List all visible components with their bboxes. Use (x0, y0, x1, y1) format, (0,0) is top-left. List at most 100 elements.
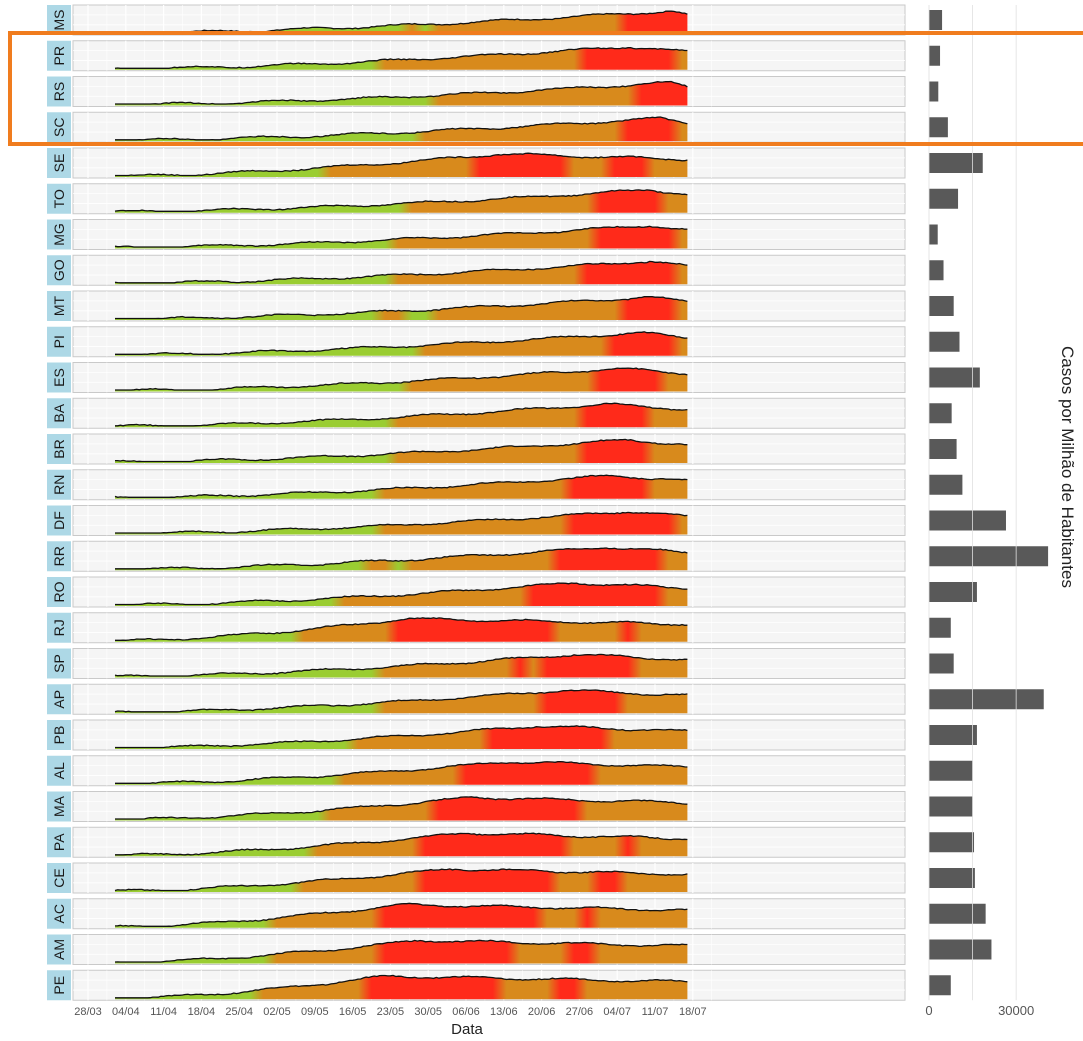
series-area-mt (115, 296, 688, 320)
bar-panel-ro (919, 577, 1051, 607)
bar-panel-rj (919, 612, 1051, 643)
x-tick-label: 02/05 (263, 1006, 291, 1018)
bar-panel-rs (919, 76, 1051, 107)
strip-bg (47, 434, 71, 464)
panel-al: AL (47, 755, 906, 787)
bar-panel-ce (919, 863, 1051, 893)
bar-panel-se (919, 148, 1051, 178)
bar-panel-go (919, 255, 1051, 286)
strip-bg (47, 148, 71, 178)
state-label: DF (51, 511, 67, 530)
panel-mg: MG (47, 219, 906, 250)
series-area-pb (115, 725, 688, 749)
strip-bg (47, 112, 71, 143)
x-tick-label: 20/06 (528, 1006, 556, 1018)
bar-br (929, 439, 957, 459)
series-line-al (115, 760, 688, 784)
strip-bg (47, 934, 71, 965)
panel-to: TO (47, 183, 906, 215)
bar-ce (929, 868, 975, 888)
series-area-ms (115, 11, 688, 34)
state-label: PR (51, 46, 67, 65)
strip-bg (47, 5, 71, 35)
series-area-rj (115, 617, 688, 642)
bar-rj (929, 617, 951, 638)
x-tick-label: 13/06 (490, 1006, 518, 1018)
bar-pa (929, 832, 975, 853)
x-tick-label: 27/06 (566, 1006, 594, 1018)
series-area-br (115, 439, 688, 463)
panel-ms: MS (47, 4, 906, 36)
panel-sp: SP (47, 648, 906, 679)
bar-axis-label: Casos por Milhão de Habitantes (1058, 346, 1077, 588)
series-line-pa (115, 832, 688, 856)
x-tick-label: 16/05 (339, 1006, 367, 1018)
x-tick-label: 18/04 (188, 1006, 216, 1018)
bar-sp (929, 653, 954, 674)
bar-panel-ac (919, 898, 1051, 929)
strip-bg (47, 219, 71, 250)
panel-pb: PB (47, 719, 906, 751)
series-line-sc (115, 116, 688, 141)
series-line-ap (114, 689, 688, 713)
series-line-rn (114, 474, 688, 498)
strip-bg (47, 362, 71, 393)
panel-pa: PA (47, 826, 906, 858)
series-line-se (115, 152, 688, 177)
strip-bg (47, 791, 71, 822)
bar-es (929, 367, 980, 388)
bar-ms (929, 10, 943, 30)
series-line-mt (115, 296, 688, 320)
bar-rn (929, 474, 963, 495)
state-label: AC (51, 904, 67, 923)
bar-df (929, 510, 1006, 531)
strip-bg (47, 827, 71, 858)
panel-rn: RN (47, 469, 906, 501)
bar-tick-label: 0 (925, 1003, 932, 1018)
bar-panel-ms (919, 5, 1051, 35)
bar-ba (929, 403, 952, 424)
series-area-pi (115, 331, 688, 356)
series-line-sp (114, 653, 688, 677)
panel-am: AM (47, 934, 906, 965)
bar-ma (929, 796, 973, 817)
state-label: CE (51, 868, 67, 887)
series-line-ma (115, 796, 688, 820)
state-label: MS (51, 10, 67, 31)
bar-panel-to (919, 183, 1051, 214)
bar-panel-rn (919, 469, 1051, 500)
bar-panel-pa (919, 827, 1051, 858)
bar-panel-es (919, 362, 1051, 393)
state-label: RN (51, 475, 67, 495)
series-line-pi (115, 331, 688, 355)
bar-panel-sc (919, 112, 1051, 143)
bar-panel-am (919, 934, 1051, 965)
bar-pb (929, 725, 977, 745)
state-label: TO (51, 189, 67, 208)
state-label: RJ (51, 619, 67, 636)
state-label: RS (51, 82, 67, 101)
x-tick-label: 06/06 (452, 1006, 480, 1018)
state-label: PE (51, 976, 67, 995)
bar-rs (929, 81, 939, 102)
bar-ac (929, 903, 986, 924)
strip-bg (47, 326, 71, 357)
bar-tick-label: 30000 (998, 1003, 1034, 1018)
strip-bg (47, 76, 71, 107)
strip-bg (47, 541, 71, 572)
state-label: RO (51, 581, 67, 602)
series-area-rn (115, 475, 688, 499)
state-label: MT (51, 295, 67, 316)
panel-rs: RS (47, 76, 906, 107)
bar-panel-pr (919, 40, 1051, 71)
x-axis-label: Data (451, 1021, 483, 1038)
strip-bg (47, 577, 71, 607)
bar-panel-pb (919, 720, 1051, 750)
bar-bg (919, 40, 1051, 71)
series-area-to (115, 189, 688, 213)
panel-ma: MA (47, 791, 906, 822)
series-line-ms (115, 10, 688, 34)
series-area-rr (115, 548, 688, 571)
panel-rr: RR (47, 540, 906, 572)
bar-sc (929, 117, 948, 138)
